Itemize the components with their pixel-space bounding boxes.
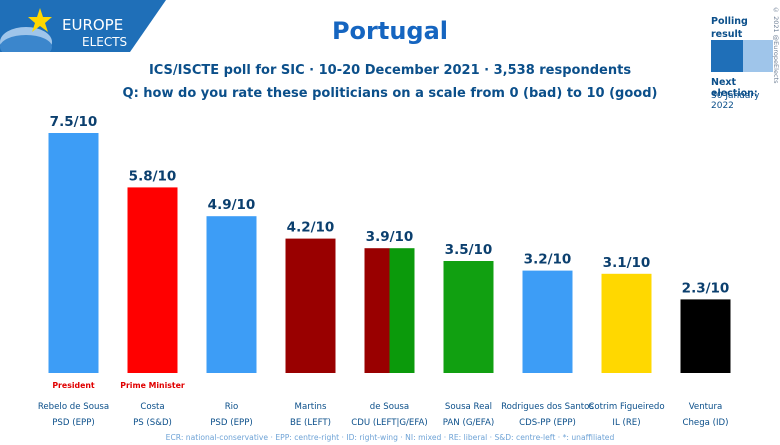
polling-label-line1: Polling [711,16,748,27]
party-label: CDU (LEFT|G/EFA) [351,418,428,428]
bar-7 [522,270,573,373]
bar-8 [601,273,652,373]
value-label: 3.1/10 [603,255,651,271]
party-label: BE (LEFT) [290,418,331,428]
value-label: 4.2/10 [287,220,335,236]
politician-name: de Sousa [370,402,409,412]
party-label: IL (RE) [612,418,640,428]
party-legend-footer: ECR: national-conservative · EPP: centre… [165,433,615,442]
logo-line2: ELECTS [82,35,127,49]
value-label: 3.5/10 [445,242,493,258]
role-note: Prime Minister [120,381,185,390]
chart-subtitle: ICS/ISCTE poll for SIC · 10-20 December … [148,63,632,78]
value-label: 2.3/10 [682,280,730,296]
politician-name: Ventura [689,402,723,412]
party-label: PAN (G/EFA) [443,418,494,428]
value-label: 3.2/10 [524,252,572,268]
bar-6 [443,261,494,373]
bar-2 [127,187,178,373]
value-label: 7.5/10 [50,114,98,130]
bar-1 [48,133,99,373]
chart-title: Portugal [331,17,449,45]
bar-4 [285,238,336,373]
copyright-text: © 2021 @EuropeElects [772,6,780,84]
bar-9 [680,299,731,373]
polling-result-icon [711,40,773,72]
value-label: 3.9/10 [366,229,414,245]
politician-name: Martins [295,402,327,412]
party-label: PS (S&D) [133,418,172,428]
chart-question: Q: how do you rate these politicians on … [122,86,658,101]
politician-name: Rebelo de Sousa [38,402,109,412]
polling-result-label: Polling result [711,15,748,41]
polling-label-line2: result [711,29,743,40]
europe-elects-logo: EUROPE ELECTS [0,0,166,52]
bar-5-seg-1 [364,248,390,373]
value-label: 5.8/10 [129,168,177,184]
bar-3 [206,216,257,373]
role-note: President [52,381,95,390]
party-label: PSD (EPP) [210,418,253,428]
politician-name: Rio [225,402,239,412]
next-election-date: 30 January 2022 [711,91,760,111]
party-label: Chega (ID) [682,418,728,428]
value-label: 4.9/10 [208,197,256,213]
politician-name: Rodrigues dos Santos [501,402,594,412]
party-label: CDS-PP (EPP) [519,418,576,428]
party-label: PSD (EPP) [52,418,95,428]
politician-name: Sousa Real [445,402,492,412]
logo-line1: EUROPE [62,16,123,34]
next-election-label: Next election: [711,77,758,99]
politician-name: Costa [140,402,164,412]
politician-name: Cotrim Figueiredo [588,402,664,412]
bar-5-seg-2 [389,248,415,373]
